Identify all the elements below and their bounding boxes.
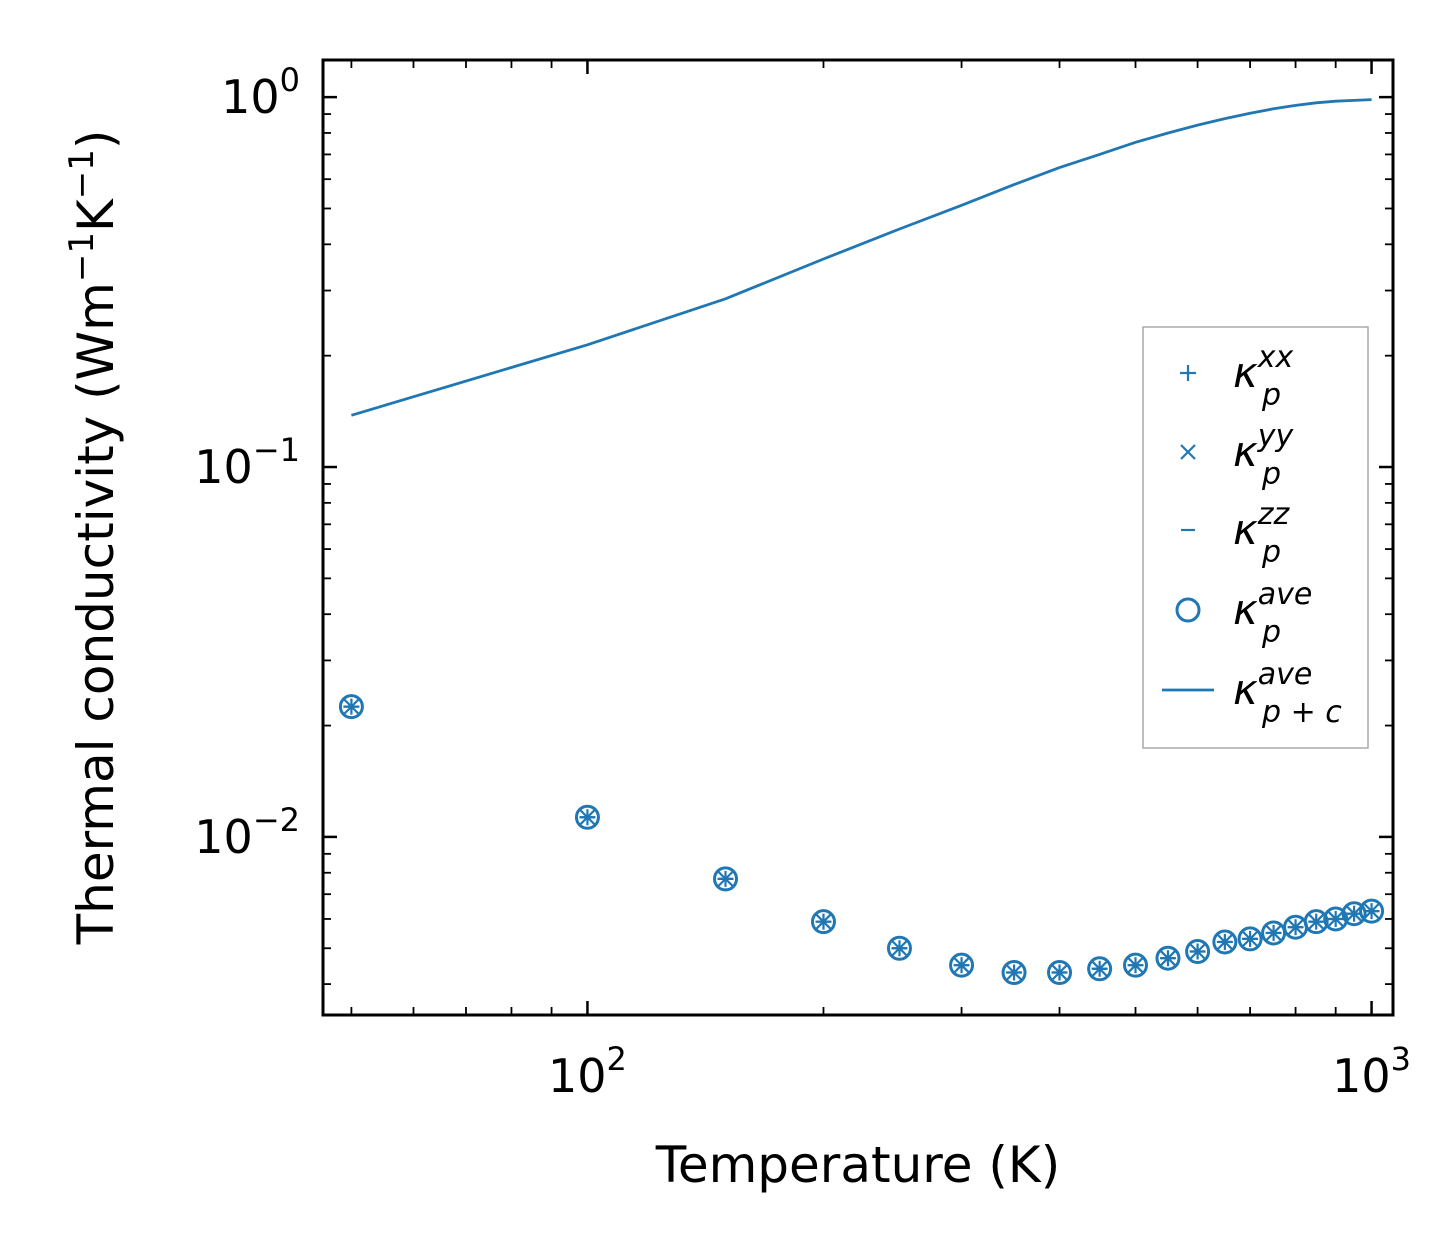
point-kappa_p_ave [886,935,912,961]
legend-label-sub: p [1261,615,1281,650]
point-kappa_p_ave [574,804,600,830]
legend-entry: κyy p [1180,419,1295,492]
series-kappa_p_zz [344,705,1379,974]
y-axis-label-main: Thermal conductivity (Wm [67,282,125,945]
point-kappa_p_ave [1212,929,1238,955]
legend-label-sub: p [1261,535,1281,570]
y-tick-label: 100 [221,61,300,124]
legend-entry: κxx p [1180,340,1294,413]
ticks [323,60,1393,1015]
legend-label-sub: p + c [1261,695,1342,730]
series-line-kappa_pc_ave [350,98,1372,417]
y-tick-label-exp: −1 [253,431,300,469]
legend-symbol-circle [1175,597,1201,623]
x-axis-label: Temperature (K) [655,1136,1060,1194]
y-axis-label-sup2: −1 [62,149,102,199]
point-kappa_p_ave [1303,909,1329,935]
y-axis-label: Thermal conductivity (Wm−1K−1) [62,130,125,946]
x-tick-label-base: 10 [1332,1049,1391,1103]
x-tick-label-exp: 3 [1391,1040,1411,1078]
legend-label-sup: ave [1258,577,1313,612]
point-kappa_p_ave [1001,959,1027,985]
legend-label-sup: ave [1258,657,1313,692]
y-axis-label-mid: K [67,198,125,232]
legend-symbol-plus [1180,365,1196,381]
point-kappa_p_ave [1359,898,1385,924]
legend-label-sup: xx [1257,340,1294,375]
legend-label: κzz p [1233,497,1291,570]
plot-area [338,98,1385,985]
point-kappa_p_ave [338,694,364,720]
x-tick-label-base: 10 [548,1049,607,1103]
legend-entry: κave p [1175,577,1312,650]
point-kappa_p_ave [713,866,739,892]
legend-label: κxx p [1233,340,1294,413]
legend-label: κyy p [1233,419,1295,492]
legend-label-base: κ [1233,505,1258,554]
legend-label-sup: zz [1257,497,1291,532]
y-axis-label-close: ) [67,130,125,150]
x-tick-label: 103 [1332,1040,1411,1103]
legend-label-sub: p [1261,378,1281,413]
series-kappa_p_ave [338,694,1385,985]
y-tick-label: 10−1 [194,431,300,494]
y-axis-label-sup1: −1 [62,232,102,282]
x-tick-label: 102 [548,1040,627,1103]
y-tick-label-base: 10 [221,70,280,124]
point-kappa_p_ave [1047,959,1073,985]
legend-label-sup: yy [1257,419,1295,454]
legend-label-base: κ [1233,585,1258,634]
point-kappa_p_ave [949,952,975,978]
point-kappa_p_ave [1155,945,1181,971]
legend-symbol-x [1180,444,1196,460]
point-kappa_p_ave [1185,938,1211,964]
point-kappa_p_ave [1341,901,1367,927]
legend-frame [1142,326,1369,749]
y-tick-label-base: 10 [194,440,253,494]
legend-entry: κave p + c [1162,657,1342,730]
legend-label: κave p [1233,577,1312,650]
legend-label-sub: p [1261,457,1281,492]
point-kappa_p_ave [1123,952,1149,978]
legend-label-base: κ [1233,427,1258,476]
point-kappa_p_ave [1323,906,1349,932]
legend-label-base: κ [1233,665,1258,714]
point-kappa_p_ave [810,909,836,935]
point-kappa_p_ave [1237,926,1263,952]
legend-label-base: κ [1233,348,1258,397]
y-tick-label: 10−2 [194,801,300,864]
legend-entry: κzz p [1181,497,1291,570]
y-tick-label-base: 10 [194,810,253,864]
y-tick-label-exp: 0 [280,61,300,99]
y-tick-label-exp: −2 [253,801,300,839]
x-tick-label-exp: 2 [607,1040,627,1078]
legend-label: κave p + c [1233,657,1342,730]
point-kappa_p_ave [1087,956,1113,982]
axes-frame [321,58,1395,1017]
